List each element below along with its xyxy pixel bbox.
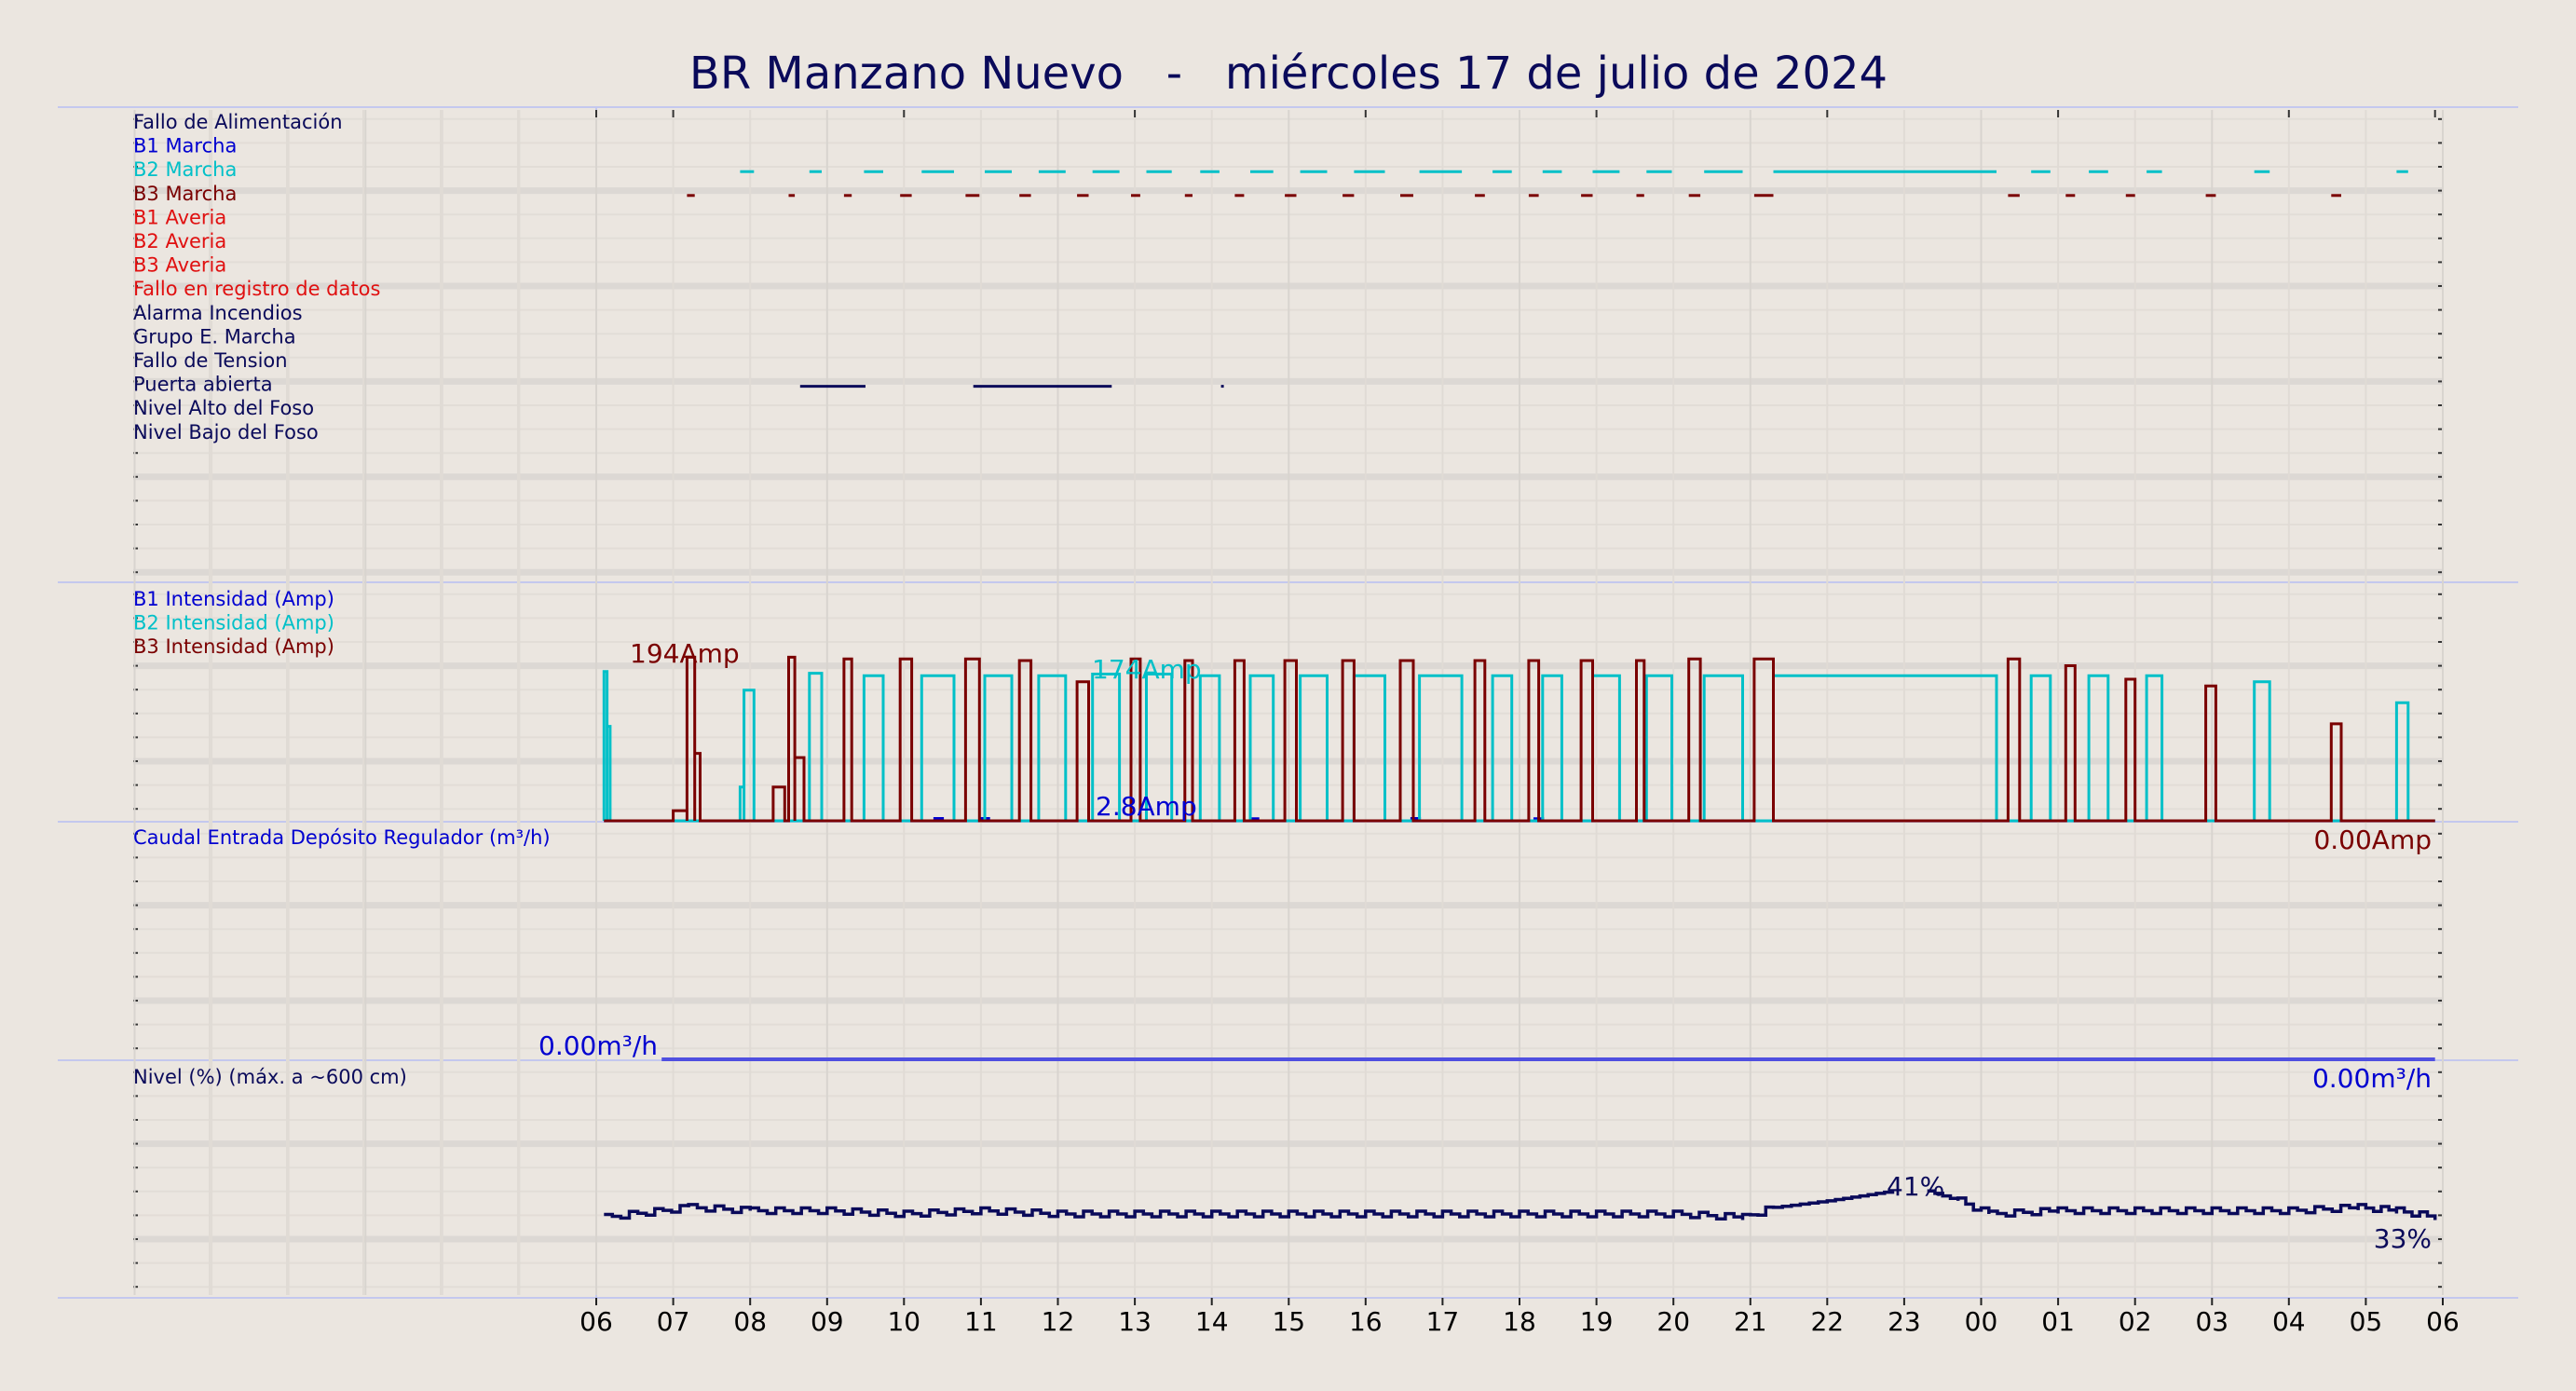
x-tick-label: 20	[1656, 1306, 1690, 1337]
series-legend-label: B1 Intensidad (Amp)	[133, 588, 334, 610]
x-tick-label: 05	[2350, 1306, 2383, 1337]
annotation-last-b3: 0.00Amp	[2313, 825, 2432, 855]
x-tick-label: 10	[887, 1306, 920, 1337]
x-tick-label: 15	[1272, 1306, 1305, 1337]
x-tick-label: 06	[2426, 1306, 2460, 1337]
data-marks	[602, 170, 2437, 1221]
x-tick-label: 07	[657, 1306, 690, 1337]
x-tick-label: 08	[733, 1306, 767, 1337]
signal-label: Puerta abierta	[133, 374, 273, 396]
x-tick-label: 12	[1042, 1306, 1075, 1337]
x-tick-label: 09	[811, 1306, 844, 1337]
x-tick-label: 23	[1888, 1306, 1921, 1337]
signal-label: B1 Marcha	[133, 135, 237, 157]
signal-label: Fallo en registro de datos	[133, 278, 380, 300]
annotation-max-b2: 174Amp	[1092, 654, 1202, 685]
signal-label: Alarma Incendios	[133, 302, 303, 324]
signal-label: Fallo de Tension	[133, 349, 288, 372]
signal-label: B2 Averia	[133, 230, 226, 252]
annotation-max-b3: 194Amp	[630, 638, 740, 669]
x-tick-label: 16	[1349, 1306, 1383, 1337]
signal-label: Nivel Bajo del Foso	[133, 421, 319, 443]
series-legend-label: Nivel (%) (máx. a ~600 cm)	[133, 1066, 407, 1088]
x-tick-label: 02	[2119, 1306, 2152, 1337]
x-tick-label: 19	[1580, 1306, 1614, 1337]
x-tick-label: 14	[1195, 1306, 1229, 1337]
x-tick-label: 00	[1965, 1306, 1998, 1337]
signal-label: B3 Averia	[133, 254, 226, 277]
signal-label: Nivel Alto del Foso	[133, 397, 314, 419]
level-series-line	[604, 1189, 2437, 1221]
annotation-max-b1: 2.8Amp	[1096, 791, 1197, 822]
intensity-series-line	[604, 655, 2435, 823]
x-tick-label: 17	[1426, 1306, 1460, 1337]
annotation-flow-start: 0.00m³/h	[538, 1030, 658, 1061]
signal-label: B2 Marcha	[133, 158, 237, 181]
x-tick-label: 22	[1810, 1306, 1844, 1337]
chart-title: BR Manzano Nuevo - miércoles 17 de julio…	[689, 48, 1888, 100]
annotation-level-last: 33%	[2374, 1223, 2432, 1254]
signal-label: Fallo de Alimentación	[133, 111, 343, 133]
grid	[133, 110, 2444, 1305]
series-legend-label: B3 Intensidad (Amp)	[133, 635, 334, 658]
x-tick-label: 03	[2195, 1306, 2228, 1337]
x-tick-label: 01	[2041, 1306, 2075, 1337]
x-tick-label: 21	[1734, 1306, 1767, 1337]
x-tick-label: 06	[579, 1306, 613, 1337]
x-tick-label: 04	[2272, 1306, 2306, 1337]
annotation-flow-last: 0.00m³/h	[2312, 1063, 2432, 1094]
signal-label: B1 Averia	[133, 206, 226, 228]
signal-label: B3 Marcha	[133, 183, 237, 205]
x-tick-label: 13	[1118, 1306, 1152, 1337]
series-legend-label: Caudal Entrada Depósito Regulador (m³/h)	[133, 826, 551, 849]
labels: 06 07 08 09 10 11 12 13 14 15 16 17 18 19 20 21 22 23 00 01…	[133, 111, 2460, 1337]
signal-label: Grupo E. Marcha	[133, 325, 296, 348]
series-legend-label: B2 Intensidad (Amp)	[133, 612, 334, 634]
x-tick-label: 18	[1503, 1306, 1536, 1337]
x-tick-label: 11	[964, 1306, 998, 1337]
annotation-level-max: 41%	[1887, 1171, 1944, 1202]
